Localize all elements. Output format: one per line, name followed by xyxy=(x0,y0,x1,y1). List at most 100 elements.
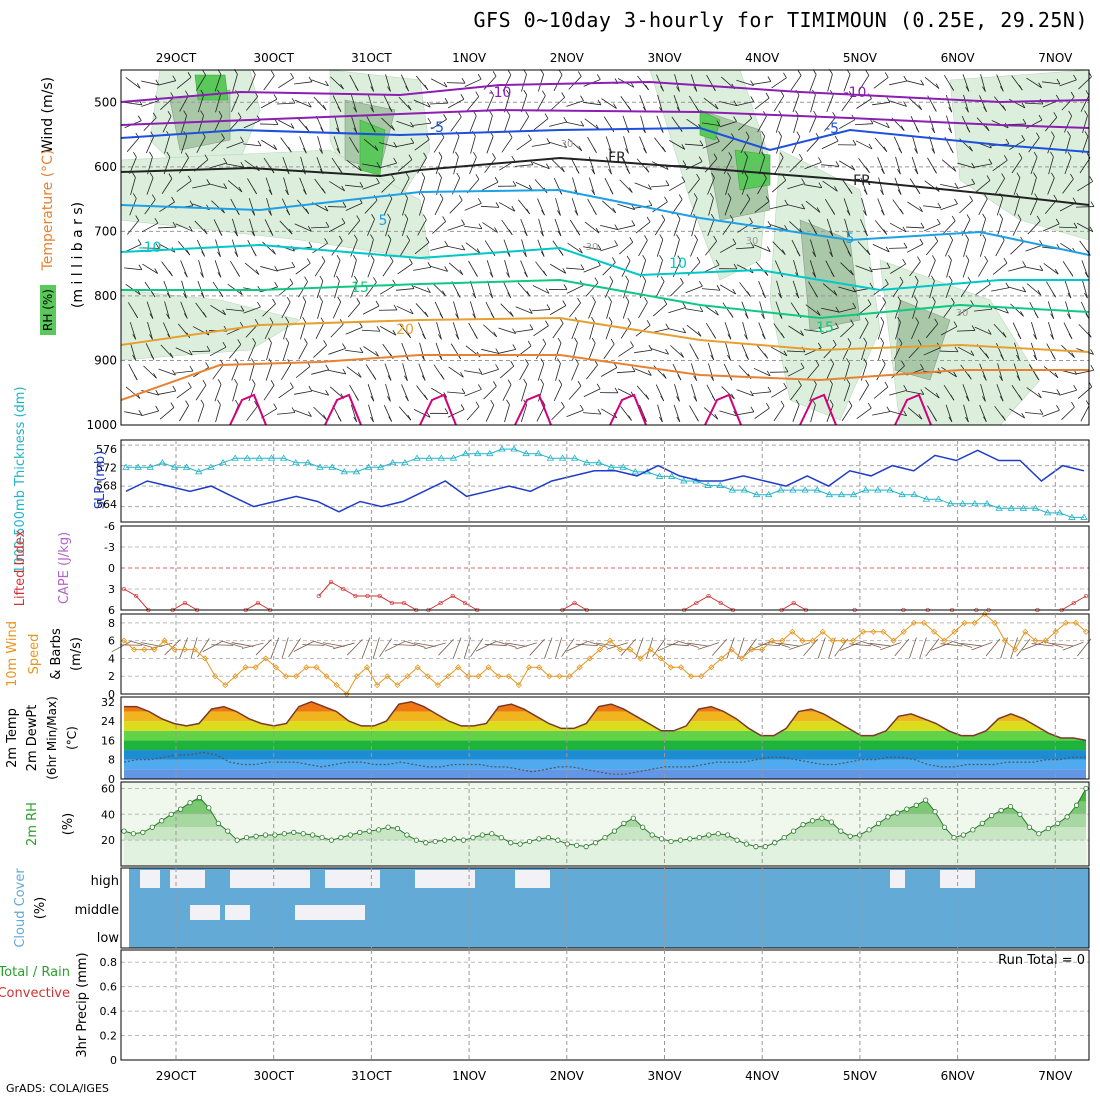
wind-barb xyxy=(606,301,612,319)
wind-barb-flag xyxy=(1090,364,1095,371)
wind-barb xyxy=(538,218,544,237)
wind-barb-flag xyxy=(659,234,664,240)
wind-barb-flag xyxy=(778,292,782,299)
cloud-level-label: high xyxy=(91,874,119,889)
wind-barb-flag xyxy=(285,189,289,196)
wind-barb xyxy=(415,75,429,91)
wind-barb xyxy=(381,179,395,193)
wind-barb xyxy=(843,384,851,402)
wind-barb xyxy=(519,364,529,381)
wind-barb xyxy=(241,642,264,649)
wind-barb-flag xyxy=(444,408,449,414)
wind-barb-flag xyxy=(557,358,561,364)
wind-barb-flag xyxy=(625,296,630,302)
rh-marker xyxy=(621,820,627,826)
wind-barb-flag xyxy=(628,415,632,421)
wind-barb xyxy=(1008,98,1026,109)
wind-barb-flag xyxy=(591,337,596,344)
thickness-marker xyxy=(922,495,931,502)
thickness-marker xyxy=(486,449,494,457)
wind-barb xyxy=(486,136,494,154)
wind-barb xyxy=(346,159,362,172)
wind-barb-flag xyxy=(1000,354,1004,360)
wind-barb xyxy=(202,641,223,653)
wind-barb-flag xyxy=(523,89,528,96)
wind-barb xyxy=(248,384,256,402)
wind-barb xyxy=(164,136,170,154)
wind-barb-flag xyxy=(710,375,714,381)
wind-barb xyxy=(195,75,207,91)
wind-barb xyxy=(906,243,924,253)
wind-barb xyxy=(639,95,647,113)
wind-barb-flag xyxy=(356,298,361,304)
wind-barb xyxy=(447,98,465,109)
wind-barb xyxy=(211,138,225,152)
wind-barb xyxy=(770,346,788,357)
wind-barb-flag xyxy=(885,122,890,128)
wind-barb xyxy=(345,349,363,354)
wind-barb xyxy=(787,367,805,377)
wind-barb-flag xyxy=(813,110,817,117)
wind-barb-flag xyxy=(563,142,567,148)
wind-barb-flag xyxy=(966,214,971,220)
wind-barb xyxy=(480,205,500,208)
wind-barb xyxy=(827,74,833,92)
wind-barb-flag xyxy=(336,127,340,134)
wind-tick: 8 xyxy=(108,617,115,630)
wind-marker xyxy=(728,646,735,653)
wind-barb-flag xyxy=(696,173,700,180)
wind-barb xyxy=(448,366,464,378)
wind-barb-flag xyxy=(376,177,380,184)
thickness-marker xyxy=(765,490,773,498)
thickness-marker xyxy=(207,463,215,470)
wind-barb xyxy=(501,137,513,153)
wind-barb-flag xyxy=(1056,389,1061,395)
wind-barb xyxy=(327,206,347,208)
wind-barb xyxy=(147,322,153,340)
wind-barb-flag xyxy=(766,370,771,377)
wind-marker xyxy=(414,664,421,671)
isotherm-hot xyxy=(609,393,647,426)
wind-barb-flag xyxy=(902,258,907,265)
wind-barb xyxy=(433,137,445,153)
wind-barb xyxy=(688,178,700,194)
wind-barb xyxy=(521,74,527,92)
wind-marker xyxy=(434,682,441,689)
wind-barb-flag xyxy=(885,246,890,253)
pressure-tick-label: 700 xyxy=(94,224,117,238)
thickness-marker xyxy=(461,449,470,457)
wind-axis-label: 10m Wind xyxy=(5,621,20,687)
isotherm-label: -5 xyxy=(825,121,839,137)
wind-barb-flag xyxy=(308,76,313,83)
cloud-gap xyxy=(325,870,380,888)
wind-barb xyxy=(855,140,873,150)
wind-barb xyxy=(824,116,836,132)
wind-marker xyxy=(566,673,573,680)
wind-barb xyxy=(821,140,839,150)
isotherm-line xyxy=(120,354,1089,401)
rh-marker xyxy=(545,834,552,841)
wind-barb-flag xyxy=(172,75,177,81)
wind-barb-flag xyxy=(575,358,579,364)
wind-barb xyxy=(215,239,221,257)
wind-barb-flag xyxy=(728,152,733,158)
wind-barb-flag xyxy=(240,161,245,168)
pressure-tick-label: 1000 xyxy=(86,418,117,432)
wind-barb-flag xyxy=(133,374,138,381)
wind-barb xyxy=(600,367,618,377)
wind-barb-flag xyxy=(252,250,257,257)
rh-marker xyxy=(791,828,797,834)
wind-barb-flag xyxy=(903,385,908,391)
wind-barb-flag xyxy=(1016,172,1021,178)
wind-barb-flag xyxy=(969,145,973,152)
wind-barb xyxy=(265,363,273,381)
wind-barb-flag xyxy=(631,220,636,226)
wind-marker xyxy=(232,673,239,680)
wind-marker xyxy=(536,664,543,671)
wind-marker xyxy=(363,664,371,671)
wind-barb-flag xyxy=(867,402,872,409)
wind-barb xyxy=(316,280,324,299)
wind-barb xyxy=(430,245,448,251)
wind-barb-flag xyxy=(629,236,634,243)
wind-barb xyxy=(566,100,584,107)
